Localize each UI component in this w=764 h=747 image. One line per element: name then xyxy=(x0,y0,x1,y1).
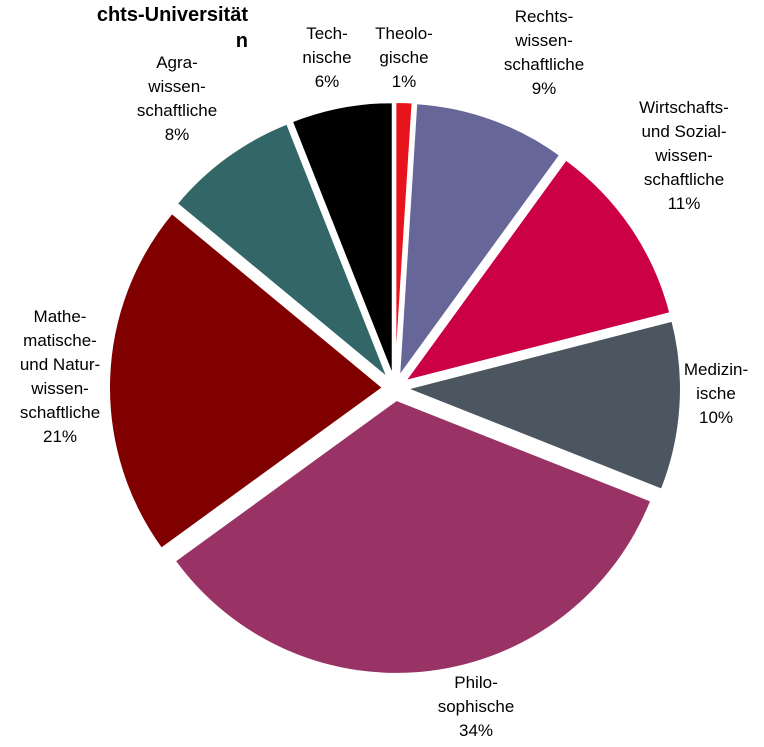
pie-slice xyxy=(108,211,385,551)
pie-slice xyxy=(394,101,414,377)
slice-label: Wirtschafts-und Sozial-wissen-schaftlich… xyxy=(639,98,729,213)
chart-title: chts-Universität n xyxy=(96,4,248,52)
slice-label: Agra-wissen-schaftliche 8% xyxy=(137,53,217,144)
pie-slice xyxy=(397,102,562,381)
slice-label: Mathe-matische-und Natur-wissen-schaftli… xyxy=(20,307,100,446)
pie-slices xyxy=(108,101,682,675)
pie-slice xyxy=(402,158,672,383)
slice-label: Tech-nische 6% xyxy=(302,24,351,91)
pie-slice xyxy=(403,319,682,491)
pie-slice xyxy=(290,101,394,377)
pie-slice xyxy=(175,122,389,380)
slice-label: Theolo-gische 1% xyxy=(375,24,433,91)
pie-labels: Theolo-gische 1% Rechts-wissen-schaftliche… xyxy=(20,7,748,740)
slice-label: Philo-sophische 34% xyxy=(438,673,515,740)
slice-label: Rechts-wissen-schaftliche 9% xyxy=(504,7,584,98)
slice-label: Medizin-ische 10% xyxy=(684,360,748,427)
pie-slice xyxy=(173,398,653,675)
